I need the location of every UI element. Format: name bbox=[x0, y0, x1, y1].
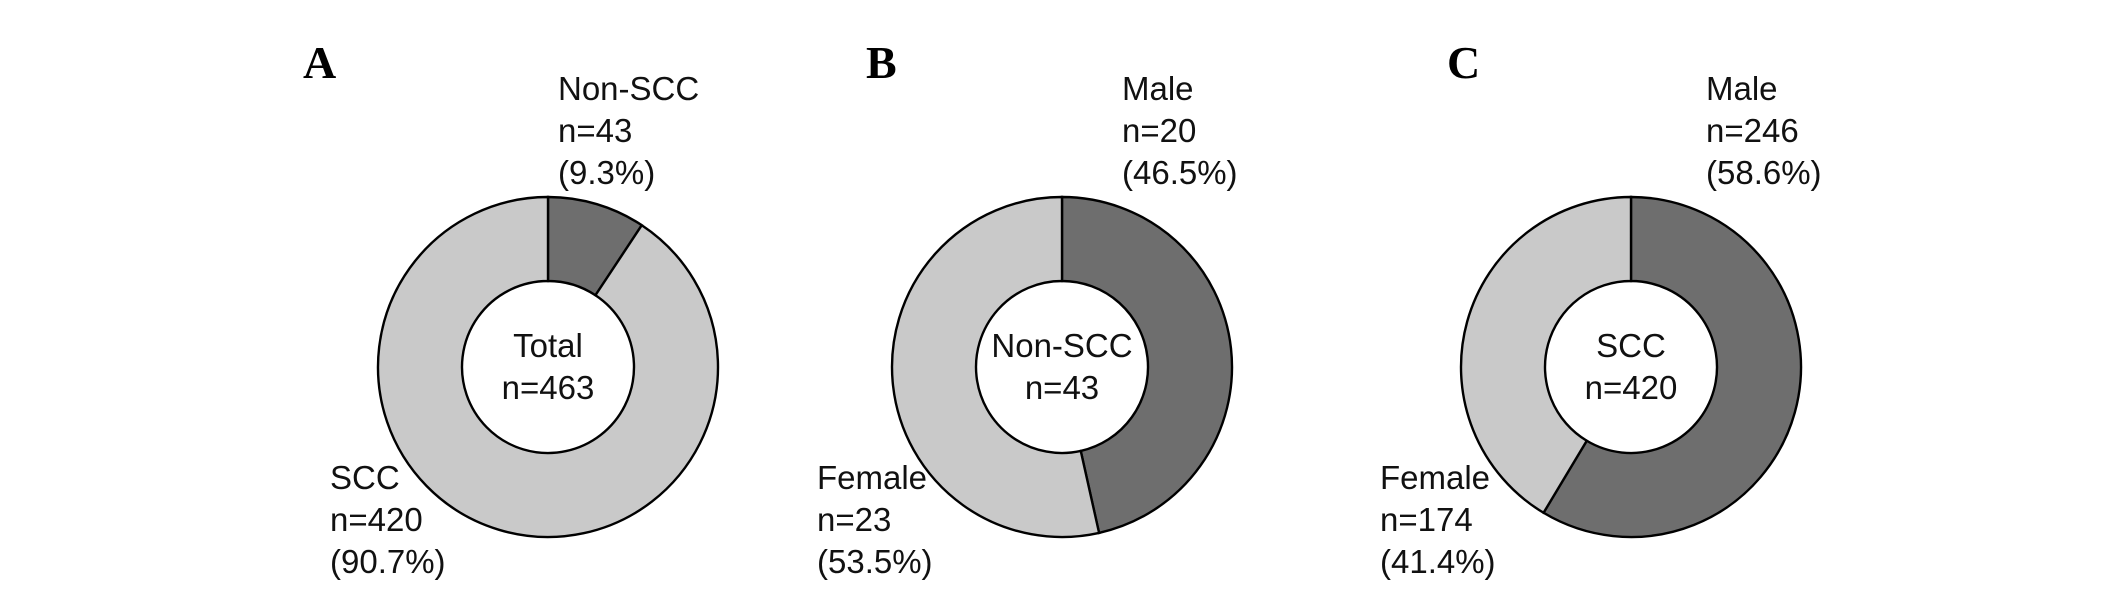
panel-label-a: A bbox=[303, 37, 337, 88]
center-label-line: SCC bbox=[1596, 327, 1666, 364]
donut-chart-non-scc bbox=[890, 195, 1234, 539]
center-label-line: n=43 bbox=[1024, 369, 1100, 406]
slice-label-line: Female bbox=[817, 459, 928, 496]
slice-label-line: n=20 bbox=[1122, 112, 1197, 149]
slice-label-line: n=174 bbox=[1380, 501, 1473, 538]
donut-slice-female bbox=[1459, 195, 1633, 515]
donut-chart-scc bbox=[1459, 195, 1803, 539]
slice-label-male: Male n=246 (58.6%) bbox=[1706, 68, 1822, 194]
slice-label-line: (41.4%) bbox=[1380, 543, 1496, 580]
panel-label-c: C bbox=[1447, 37, 1481, 88]
slice-label-line: (53.5%) bbox=[817, 543, 933, 580]
slice-label-line: (9.3%) bbox=[558, 154, 656, 191]
slice-label-female: Female n=174 (41.4%) bbox=[1380, 457, 1496, 583]
donut-center-label-total: Total n=463 bbox=[418, 325, 678, 409]
donut-slice-male bbox=[1541, 195, 1803, 539]
slice-label-line: (46.5%) bbox=[1122, 154, 1238, 191]
donut-slice-female bbox=[890, 195, 1101, 539]
slice-label-line: (90.7%) bbox=[330, 543, 446, 580]
slice-label-line: Male bbox=[1122, 70, 1194, 107]
center-label-line: n=420 bbox=[1584, 369, 1678, 406]
slice-label-non-scc: Non-SCC n=43 (9.3%) bbox=[558, 68, 699, 194]
center-label-line: n=463 bbox=[501, 369, 595, 406]
slice-label-line: Male bbox=[1706, 70, 1778, 107]
slice-label-line: n=246 bbox=[1706, 112, 1799, 149]
center-label-line: Total bbox=[513, 327, 583, 364]
donut-slice-scc bbox=[376, 195, 720, 539]
slice-label-line: Female bbox=[1380, 459, 1491, 496]
center-label-line: Non-SCC bbox=[991, 327, 1133, 364]
slice-label-line: Non-SCC bbox=[558, 70, 700, 107]
slice-label-line: (58.6%) bbox=[1706, 154, 1822, 191]
panel-label-b: B bbox=[866, 37, 897, 88]
slice-label-scc: SCC n=420 (90.7%) bbox=[330, 457, 446, 583]
donut-center-label-scc: SCC n=420 bbox=[1501, 325, 1761, 409]
slice-label-line: n=420 bbox=[330, 501, 423, 538]
slice-label-male: Male n=20 (46.5%) bbox=[1122, 68, 1238, 194]
donut-slice-male bbox=[1060, 195, 1234, 535]
donut-center-label-non-scc: Non-SCC n=43 bbox=[932, 325, 1192, 409]
slice-label-line: SCC bbox=[330, 459, 400, 496]
slice-label-line: n=43 bbox=[558, 112, 633, 149]
slice-label-female: Female n=23 (53.5%) bbox=[817, 457, 933, 583]
donut-chart-total bbox=[376, 195, 720, 539]
slice-label-line: n=23 bbox=[817, 501, 892, 538]
